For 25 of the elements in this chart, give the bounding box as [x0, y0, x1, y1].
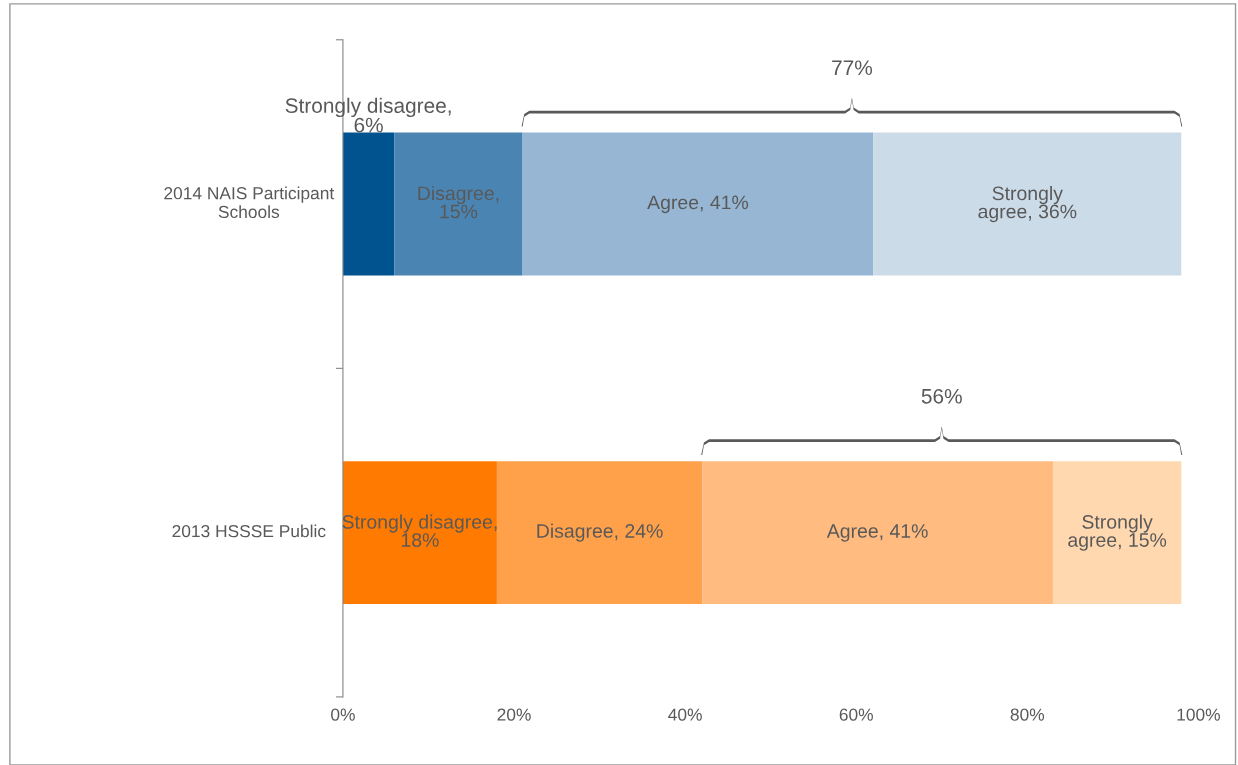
x-tick-label: 100% — [1177, 708, 1220, 721]
bar — [522, 132, 874, 276]
x-tick-label: 40% — [668, 708, 702, 721]
y-tick-label: 2013 HSSSE Public — [172, 524, 326, 538]
annotation: 77% — [832, 60, 873, 76]
x-tick-label: 0% — [331, 708, 355, 721]
data-label: Strongly disagree, 6% — [285, 97, 451, 133]
data-label: Strongly agree, 15% — [1068, 514, 1167, 551]
data-label: Disagree, 15% — [418, 185, 499, 219]
data-label: Strongly agree, 36% — [978, 185, 1077, 223]
data-label: Disagree, 24% — [537, 523, 663, 542]
y-tick-label: 2014 NAIS Participant Schools — [164, 186, 335, 219]
bar — [342, 132, 395, 276]
x-tick-label: 80% — [1010, 708, 1045, 721]
data-label: Agree, 41% — [826, 524, 928, 542]
bar — [342, 461, 497, 605]
x-tick-label: 20% — [497, 708, 531, 721]
bar — [394, 132, 523, 276]
bar — [1052, 461, 1182, 605]
data-label: Agree, 41% — [647, 195, 749, 214]
bar — [702, 461, 1053, 605]
bar — [496, 461, 703, 605]
annotation: 56% — [921, 388, 962, 404]
x-tick-label: 60% — [839, 708, 873, 721]
bar — [873, 132, 1182, 276]
